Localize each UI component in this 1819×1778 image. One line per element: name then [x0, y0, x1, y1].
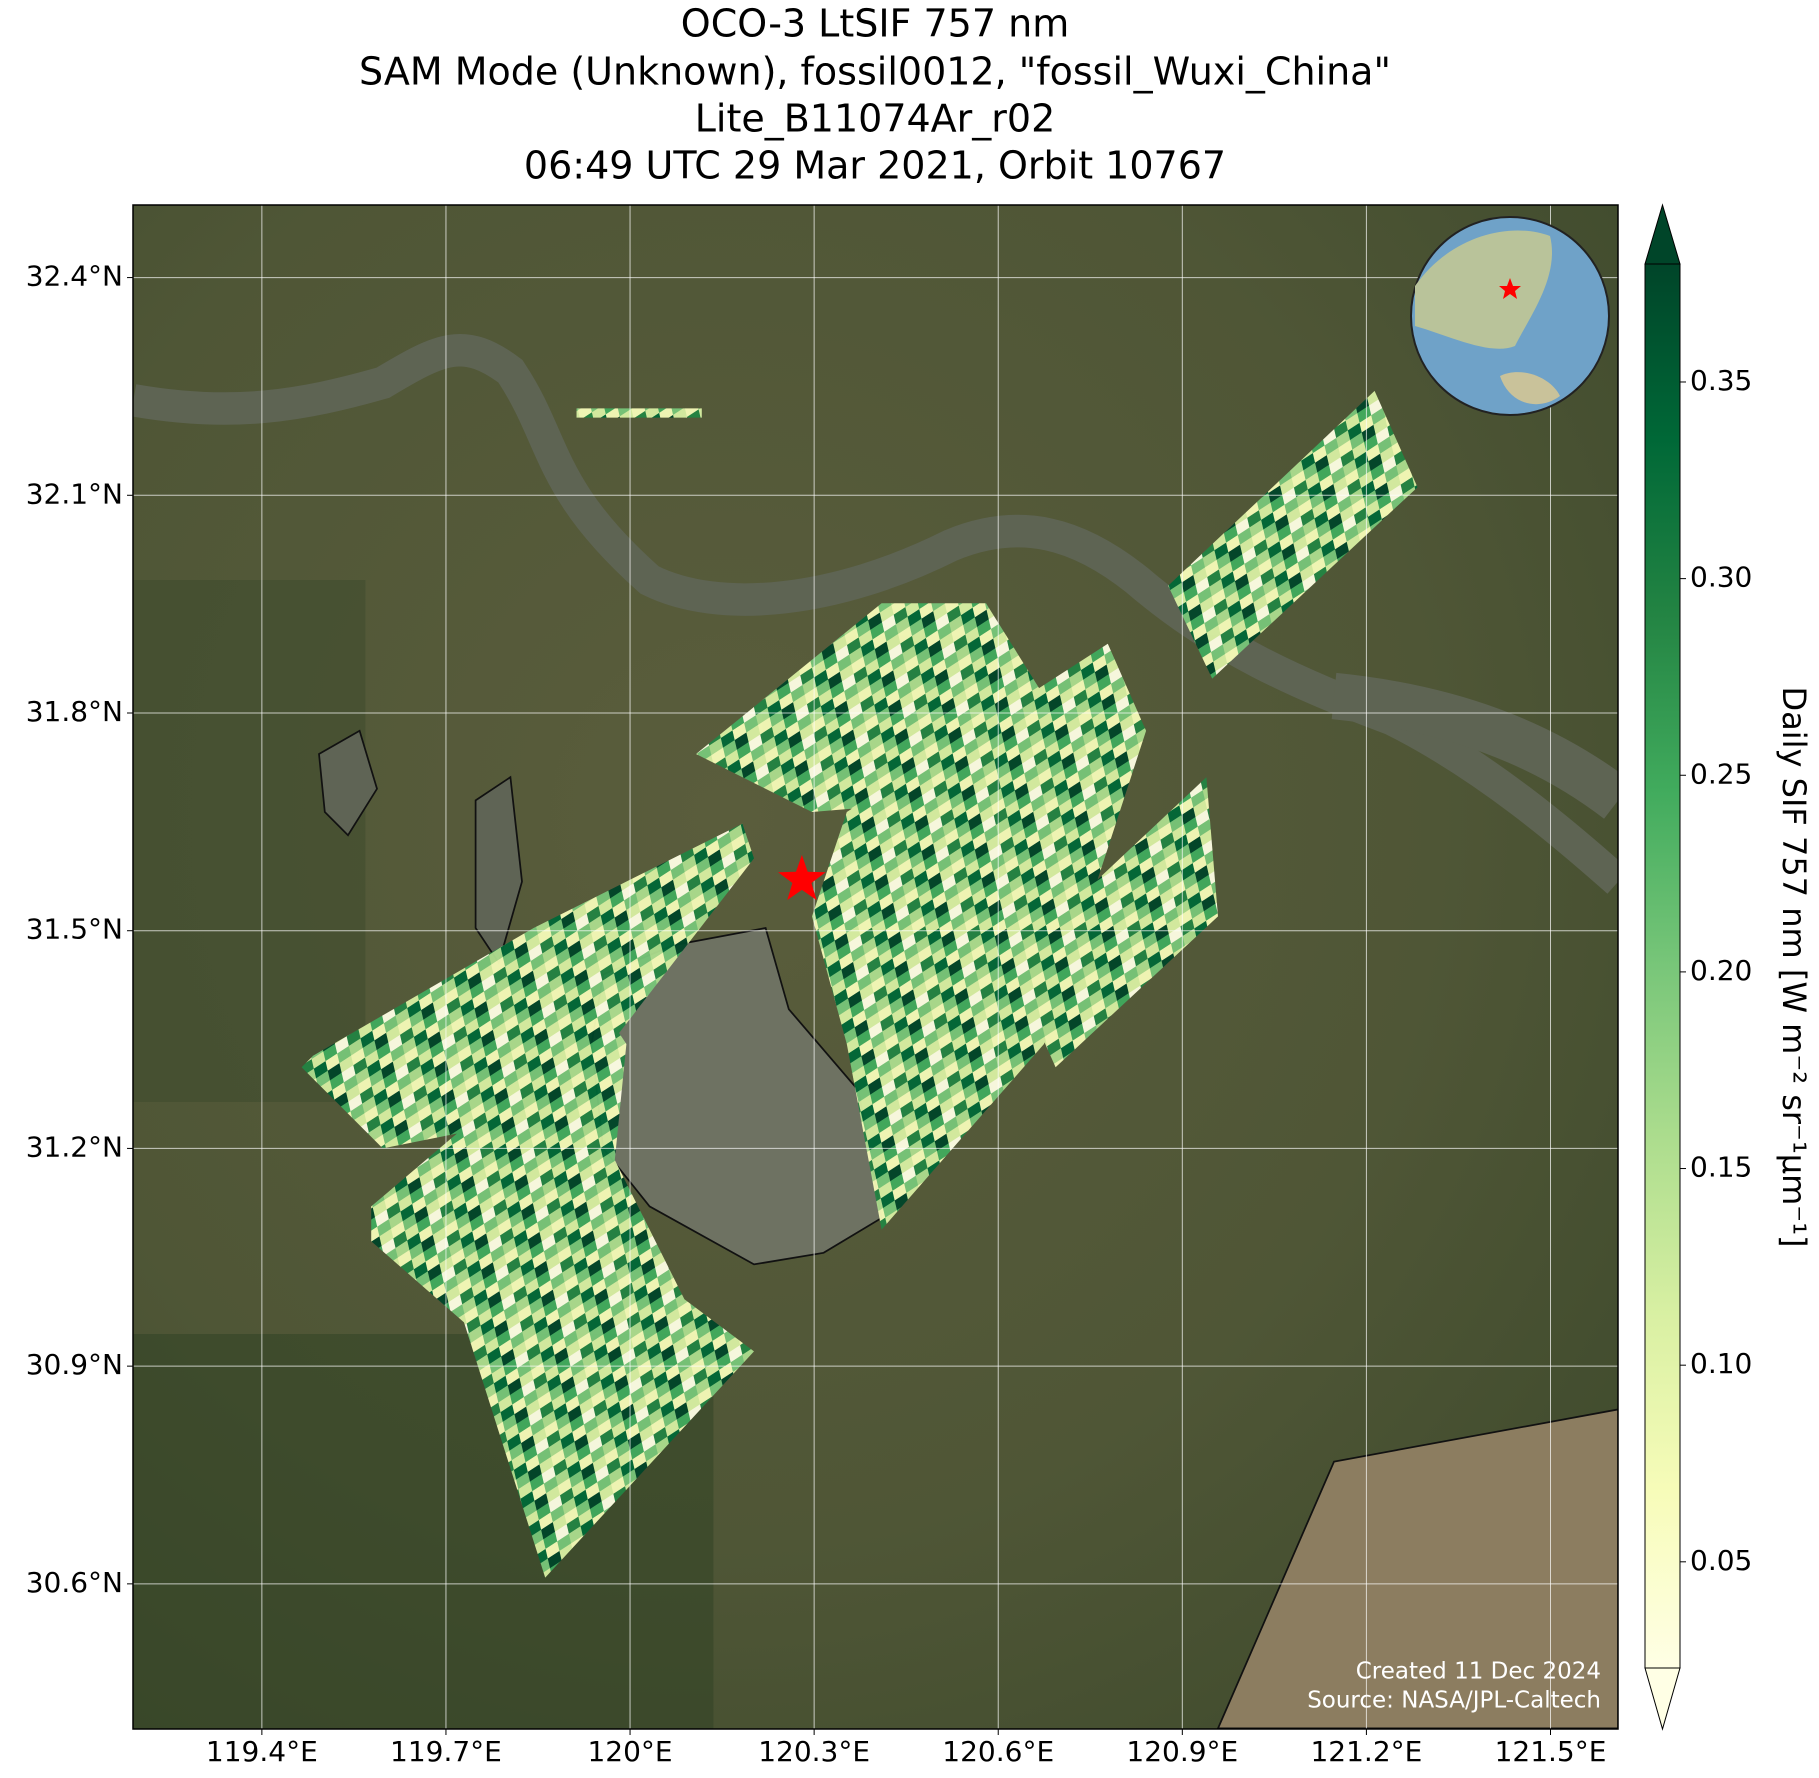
- credit: Source: NASA/JPL-Caltech: [1307, 1688, 1601, 1714]
- x-tick-label: 120.6°E: [942, 1735, 1054, 1768]
- y-tick-label: 31.8°N: [26, 695, 123, 728]
- colorbar-tick-label: 0.05: [1690, 1544, 1752, 1577]
- colorbar-tick-label: 0.25: [1690, 757, 1752, 790]
- map-frame: [132, 204, 1619, 1730]
- colorbar-bar: [1644, 263, 1681, 1669]
- x-tick-label: 119.4°E: [206, 1735, 318, 1768]
- colorbar-tick-label: 0.20: [1690, 954, 1752, 987]
- colorbar-under: [1644, 1667, 1681, 1731]
- x-tick-label: 121.2°E: [1310, 1735, 1422, 1768]
- y-tick-label: 31.5°N: [26, 913, 123, 946]
- title: OCO-3 LtSIF 757 nm: [681, 2, 1069, 46]
- subtitle: SAM Mode (Unknown), fossil0012, "fossil_…: [359, 50, 1391, 94]
- x-tick-label: 120.9°E: [1126, 1735, 1238, 1768]
- map: [133, 205, 1618, 1729]
- colorbar: 0.05 0.10 0.15 0.20 0.25 0.30 0.35: [1644, 203, 1752, 1731]
- colorbar-tick-label: 0.30: [1690, 561, 1752, 594]
- colorbar-tick-label: 0.10: [1690, 1347, 1752, 1380]
- grid: [133, 205, 1618, 1729]
- x-tick-label: 121.5°E: [1495, 1735, 1607, 1768]
- y-tick-label: 32.1°N: [26, 477, 123, 510]
- colorbar-tick-label: 0.35: [1690, 364, 1752, 397]
- credit: Created 11 Dec 2024: [1356, 1659, 1601, 1685]
- axis-ticks: 119.4°E 119.7°E 120°E 120.3°E 120.6°E 120.9°E…: [26, 260, 1607, 1768]
- target-marker: [778, 854, 826, 901]
- y-tick-label: 30.6°N: [26, 1566, 123, 1599]
- inset-globe: [1410, 216, 1610, 416]
- x-tick-label: 120°E: [587, 1735, 672, 1768]
- y-tick-label: 31.2°N: [26, 1130, 123, 1163]
- x-tick-label: 120.3°E: [758, 1735, 870, 1768]
- subtitle: Lite_B11074Ar_r02: [695, 97, 1056, 141]
- colorbar-tick-label: 0.15: [1690, 1151, 1752, 1184]
- colorbar-label: Daily SIF 757 nm [W m⁻² sr⁻¹μm⁻¹]: [1775, 687, 1813, 1248]
- y-tick-label: 32.4°N: [26, 260, 123, 293]
- subtitle: 06:49 UTC 29 Mar 2021, Orbit 10767: [524, 144, 1226, 188]
- sif-swaths: [301, 390, 1418, 1578]
- y-tick-label: 30.9°N: [26, 1348, 123, 1381]
- colorbar-over: [1644, 203, 1681, 265]
- x-tick-label: 119.7°E: [390, 1735, 502, 1768]
